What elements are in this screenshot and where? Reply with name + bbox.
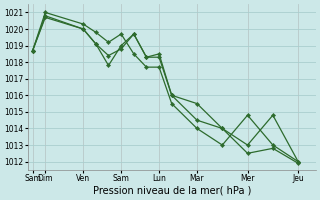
X-axis label: Pression niveau de la mer( hPa ): Pression niveau de la mer( hPa ): [92, 186, 251, 196]
